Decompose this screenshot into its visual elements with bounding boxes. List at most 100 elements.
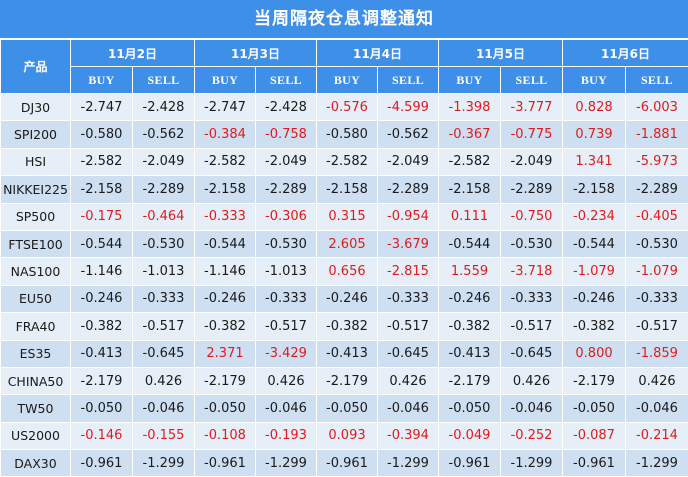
sell-rate-cell: -0.750 xyxy=(501,203,563,230)
product-cell: DAX30 xyxy=(1,450,71,477)
page-title: 当周隔夜仓息调整通知 xyxy=(0,0,688,39)
sell-rate-cell: -1.299 xyxy=(378,450,439,477)
sell-header: SELL xyxy=(501,67,563,94)
sell-rate-cell: -2.289 xyxy=(378,176,439,203)
sell-header: SELL xyxy=(626,67,688,94)
buy-rate-cell: -0.382 xyxy=(71,313,133,340)
product-cell: CHINA50 xyxy=(1,367,71,394)
buy-rate-cell: -2.158 xyxy=(439,176,501,203)
product-cell: FRA40 xyxy=(1,313,71,340)
buy-rate-cell: -2.158 xyxy=(195,176,256,203)
sell-rate-cell: -3.718 xyxy=(501,258,563,285)
sell-rate-cell: -0.306 xyxy=(256,203,317,230)
buy-header: BUY xyxy=(317,67,378,94)
buy-header: BUY xyxy=(563,67,626,94)
buy-rate-cell: -0.382 xyxy=(317,313,378,340)
sell-rate-cell: 0.426 xyxy=(133,367,195,394)
sell-rate-cell: -2.049 xyxy=(256,148,317,175)
sell-rate-cell: -0.954 xyxy=(378,203,439,230)
buy-rate-cell: -0.246 xyxy=(195,285,256,312)
buy-rate-cell: 0.315 xyxy=(317,203,378,230)
sell-rate-cell: -0.530 xyxy=(626,230,688,257)
sell-header: SELL xyxy=(256,67,317,94)
buy-rate-cell: -0.580 xyxy=(317,121,378,148)
date-header-row: 产品 11月2日 11月3日 11月4日 11月5日 11月6日 xyxy=(1,40,688,67)
buy-sell-header-row: BUY SELL BUY SELL BUY SELL BUY SELL BUY … xyxy=(1,67,688,94)
buy-rate-cell: -0.050 xyxy=(195,395,256,422)
buy-rate-cell: -0.961 xyxy=(439,450,501,477)
product-cell: HSI xyxy=(1,148,71,175)
buy-rate-cell: 0.093 xyxy=(317,422,378,449)
buy-rate-cell: -2.582 xyxy=(439,148,501,175)
sell-rate-cell: -0.333 xyxy=(501,285,563,312)
sell-rate-cell: -0.775 xyxy=(501,121,563,148)
buy-rate-cell: -0.544 xyxy=(439,230,501,257)
sell-rate-cell: -1.079 xyxy=(626,258,688,285)
sell-rate-cell: -0.046 xyxy=(501,395,563,422)
buy-rate-cell: -0.580 xyxy=(71,121,133,148)
buy-rate-cell: -0.333 xyxy=(195,203,256,230)
swap-rate-table: 产品 11月2日 11月3日 11月4日 11月5日 11月6日 BUY SEL… xyxy=(0,39,688,477)
sell-rate-cell: -0.645 xyxy=(133,340,195,367)
buy-rate-cell: -1.398 xyxy=(439,94,501,121)
sell-rate-cell: -1.299 xyxy=(133,450,195,477)
buy-rate-cell: -2.747 xyxy=(195,94,256,121)
sell-rate-cell: -0.464 xyxy=(133,203,195,230)
sell-rate-cell: -0.193 xyxy=(256,422,317,449)
product-cell: EU50 xyxy=(1,285,71,312)
date-header: 11月6日 xyxy=(563,40,688,67)
sell-rate-cell: -0.530 xyxy=(133,230,195,257)
sell-header: SELL xyxy=(378,67,439,94)
product-cell: SP500 xyxy=(1,203,71,230)
buy-rate-cell: -2.582 xyxy=(195,148,256,175)
sell-rate-cell: -0.562 xyxy=(133,121,195,148)
sell-rate-cell: -0.394 xyxy=(378,422,439,449)
date-header: 11月5日 xyxy=(439,40,563,67)
sell-rate-cell: -2.289 xyxy=(626,176,688,203)
date-header: 11月3日 xyxy=(195,40,317,67)
sell-rate-cell: -0.046 xyxy=(626,395,688,422)
sell-rate-cell: -0.046 xyxy=(378,395,439,422)
buy-rate-cell: -0.413 xyxy=(439,340,501,367)
product-cell: SPI200 xyxy=(1,121,71,148)
buy-rate-cell: -0.175 xyxy=(71,203,133,230)
sell-rate-cell: -1.881 xyxy=(626,121,688,148)
buy-rate-cell: -2.158 xyxy=(71,176,133,203)
sell-rate-cell: -1.013 xyxy=(256,258,317,285)
buy-rate-cell: -0.576 xyxy=(317,94,378,121)
buy-rate-cell: -2.179 xyxy=(439,367,501,394)
sell-rate-cell: -0.517 xyxy=(378,313,439,340)
sell-rate-cell: -0.530 xyxy=(256,230,317,257)
sell-rate-cell: -0.645 xyxy=(501,340,563,367)
sell-rate-cell: -0.333 xyxy=(133,285,195,312)
sell-rate-cell: -3.777 xyxy=(501,94,563,121)
buy-rate-cell: -0.246 xyxy=(439,285,501,312)
sell-rate-cell: -0.214 xyxy=(626,422,688,449)
buy-rate-cell: -2.582 xyxy=(71,148,133,175)
product-header: 产品 xyxy=(1,40,71,94)
buy-rate-cell: -2.179 xyxy=(195,367,256,394)
buy-rate-cell: 2.371 xyxy=(195,340,256,367)
sell-rate-cell: -0.530 xyxy=(501,230,563,257)
sell-rate-cell: -0.155 xyxy=(133,422,195,449)
buy-rate-cell: -0.382 xyxy=(195,313,256,340)
buy-rate-cell: -2.158 xyxy=(563,176,626,203)
buy-header: BUY xyxy=(439,67,501,94)
date-header: 11月2日 xyxy=(71,40,195,67)
sell-rate-cell: -0.405 xyxy=(626,203,688,230)
buy-rate-cell: -0.246 xyxy=(71,285,133,312)
buy-rate-cell: 1.341 xyxy=(563,148,626,175)
sell-header: SELL xyxy=(133,67,195,94)
sell-rate-cell: -1.299 xyxy=(256,450,317,477)
product-cell: US2000 xyxy=(1,422,71,449)
product-cell: FTSE100 xyxy=(1,230,71,257)
sell-rate-cell: 0.426 xyxy=(626,367,688,394)
buy-rate-cell: -1.146 xyxy=(71,258,133,285)
buy-rate-cell: 0.739 xyxy=(563,121,626,148)
buy-rate-cell: -2.582 xyxy=(317,148,378,175)
table-row: EU50-0.246-0.333-0.246-0.333-0.246-0.333… xyxy=(1,285,688,312)
product-cell: NAS100 xyxy=(1,258,71,285)
sell-rate-cell: -0.333 xyxy=(378,285,439,312)
